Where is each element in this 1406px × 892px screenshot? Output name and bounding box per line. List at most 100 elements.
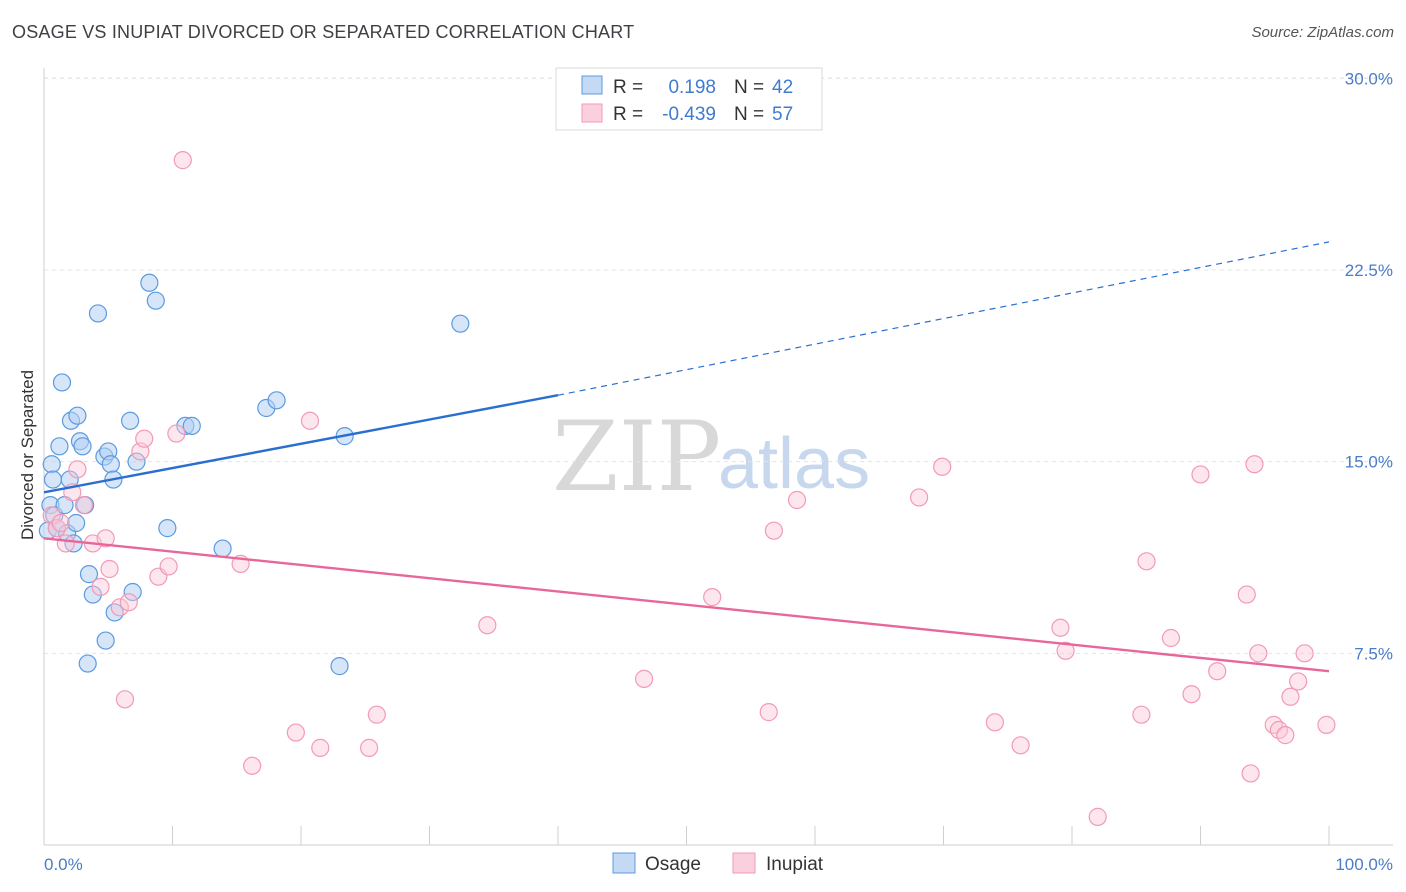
osage-point (88, 304, 108, 323)
osage-point (213, 539, 232, 558)
osage-r-label: R = (613, 77, 643, 98)
inupiat-point (909, 488, 929, 507)
inupiat-point (703, 588, 722, 607)
inupiat-point (115, 690, 135, 709)
x-tick-label-min: 0.0% (44, 855, 83, 874)
inupiat-point (1249, 644, 1268, 663)
inupiat-point (1056, 641, 1075, 660)
inupiat-point (933, 457, 952, 476)
inupiat-point (764, 521, 783, 540)
inupiat-point (1317, 715, 1336, 734)
inupiat-point (51, 513, 70, 533)
inupiat-point (1088, 807, 1107, 826)
inupiat-point (135, 429, 154, 448)
inupiat-point (68, 460, 87, 479)
inupiat-n-label: N = (734, 104, 764, 125)
inupiat-point (1208, 662, 1227, 681)
watermark-atlas: atlas (718, 424, 870, 504)
inupiat-r-value: -0.439 (662, 104, 716, 125)
osage-point (67, 513, 86, 533)
inupiat-point (1137, 552, 1156, 571)
osage-point (127, 452, 146, 471)
osage-point (140, 273, 159, 292)
osage-point (42, 455, 61, 474)
inupiat-point (360, 738, 379, 757)
y-tick-label: 30.0% (1345, 69, 1393, 88)
inupiat-point (119, 593, 138, 612)
inupiat-point (1237, 585, 1256, 604)
osage-swatch (581, 75, 603, 95)
osage-r-value: 0.198 (668, 77, 716, 98)
inupiat-point (1132, 705, 1151, 724)
inupiat-point (367, 705, 386, 724)
inupiat-point (311, 738, 330, 757)
inupiat-trend-line (43, 537, 1330, 673)
legend-osage-label: Osage (645, 854, 701, 875)
osage-point (68, 406, 87, 425)
inupiat-point (1241, 764, 1260, 783)
osage-point (158, 519, 177, 538)
inupiat-point (1289, 672, 1308, 691)
stats-legend: R = 0.198 N = 42 R = -0.439 N = 57 (555, 67, 823, 131)
chart-title: OSAGE VS INUPIAT DIVORCED OR SEPARATED C… (12, 22, 635, 42)
source-label: Source: ZipAtlas.com (1251, 24, 1394, 41)
y-axis-tick-labels: 7.5% 15.0% 22.5% 30.0% (1345, 69, 1393, 663)
osage-point (101, 455, 120, 474)
trend-lines (43, 241, 1330, 673)
osage-point (182, 416, 201, 435)
inupiat-point (634, 669, 654, 688)
watermark-zip: ZIP (552, 401, 721, 513)
osage-point (120, 411, 140, 430)
inupiat-point (478, 616, 497, 635)
inupiat-point (110, 598, 129, 617)
osage-point (330, 657, 349, 676)
inupiat-point (91, 577, 110, 596)
series-osage (38, 273, 470, 676)
inupiat-point (1264, 715, 1283, 734)
inupiat-point (1051, 618, 1070, 637)
inupiat-point (1011, 736, 1030, 755)
legend-inupiat-swatch (732, 852, 756, 874)
inupiat-point (74, 496, 93, 515)
y-tick-label: 22.5% (1345, 261, 1393, 280)
inupiat-point (787, 490, 807, 510)
inupiat-point (985, 713, 1005, 732)
watermark: ZIP atlas (552, 401, 870, 513)
inupiat-point (1281, 687, 1300, 706)
legend-inupiat-label: Inupiat (766, 854, 824, 875)
y-axis-title: Divorced or Separated (18, 370, 37, 540)
y-tick-label: 15.0% (1345, 453, 1393, 472)
inupiat-point (1191, 465, 1210, 484)
inupiat-point (1161, 628, 1181, 648)
inupiat-point (173, 151, 192, 170)
osage-n-value: 42 (772, 77, 793, 98)
osage-point (451, 314, 470, 333)
inupiat-point (1245, 455, 1264, 474)
inupiat-point (1276, 726, 1295, 745)
osage-point (78, 654, 97, 673)
osage-point (267, 391, 286, 410)
osage-point (73, 437, 92, 456)
inupiat-point (167, 424, 186, 443)
osage-n-label: N = (734, 77, 764, 98)
osage-trend-line (43, 394, 559, 494)
inupiat-point (243, 756, 262, 775)
inupiat-point (159, 557, 178, 576)
osage-point (83, 585, 102, 604)
x-axis-ticks (172, 826, 1330, 845)
osage-point (96, 631, 115, 650)
osage-point (105, 603, 124, 622)
series-inupiat (42, 151, 1336, 826)
inupiat-point (286, 723, 305, 742)
legend-osage-swatch (612, 852, 636, 874)
inupiat-n-value: 57 (772, 104, 793, 125)
osage-point (146, 291, 165, 310)
data-points (38, 151, 1336, 826)
series-legend: Osage Inupiat (612, 852, 824, 875)
inupiat-point (56, 534, 75, 553)
inupiat-point (1182, 685, 1201, 704)
osage-point (123, 582, 142, 602)
inupiat-point (300, 411, 320, 430)
inupiat-r-label: R = (613, 104, 643, 125)
